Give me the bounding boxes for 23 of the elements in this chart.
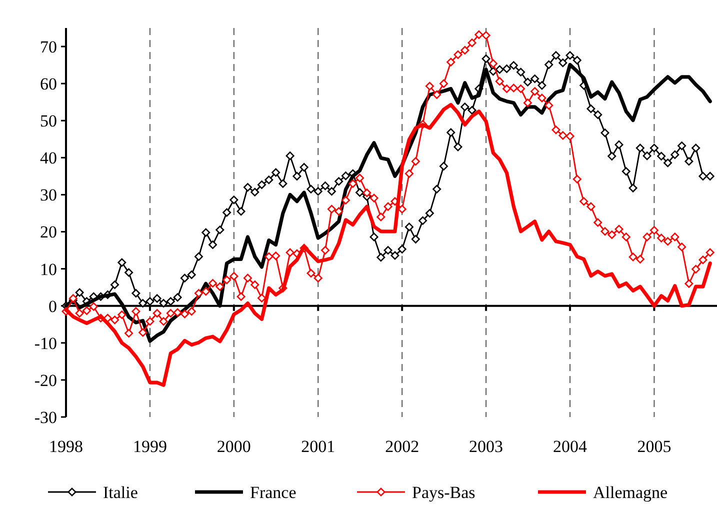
x-tick-label: 2000 bbox=[216, 437, 251, 456]
y-tick-label: 60 bbox=[40, 74, 57, 94]
y-tick-label: -10 bbox=[34, 334, 57, 353]
y-tick-label: 0 bbox=[48, 296, 57, 316]
x-tick-label: 2003 bbox=[469, 437, 504, 456]
x-tick-label: 2001 bbox=[301, 437, 336, 456]
y-tick-label: 40 bbox=[40, 148, 57, 168]
legend-label: Allemagne bbox=[593, 482, 668, 502]
y-tick-label: -20 bbox=[34, 370, 57, 390]
x-tick-label: 1998 bbox=[49, 437, 83, 456]
x-tick-label: 1999 bbox=[132, 437, 167, 456]
legend-label: Pays-Bas bbox=[412, 482, 476, 502]
x-tick-label: 2005 bbox=[637, 437, 672, 456]
x-tick-label: 2004 bbox=[553, 437, 588, 456]
legend-label: France bbox=[250, 482, 296, 502]
y-tick-label: 70 bbox=[40, 37, 57, 56]
y-tick-label: 20 bbox=[40, 222, 57, 242]
y-tick-label: 30 bbox=[40, 186, 57, 205]
x-tick-label: 2002 bbox=[385, 437, 420, 456]
y-tick-label: -30 bbox=[34, 408, 57, 427]
legend-label: Italie bbox=[103, 482, 138, 502]
y-tick-label: 50 bbox=[40, 112, 57, 131]
y-tick-label: 10 bbox=[40, 260, 57, 279]
